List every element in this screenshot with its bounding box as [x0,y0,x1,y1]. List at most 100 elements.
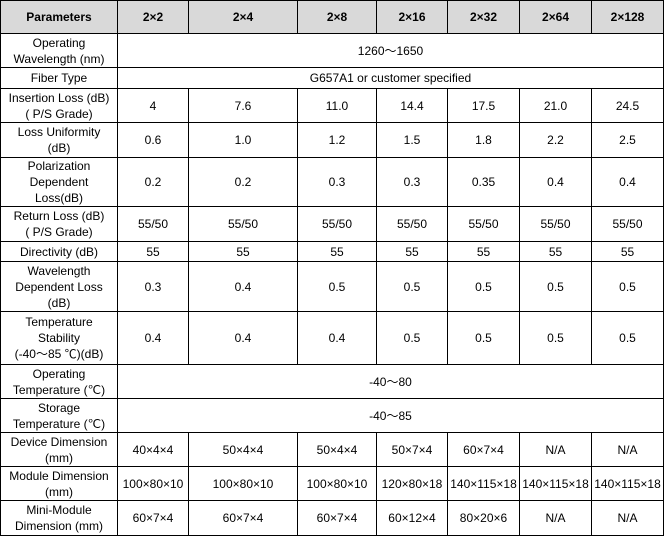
table-body: Operating Wavelength (nm) 1260～1650 Fiber T… [0,33,664,536]
table-row: Directivity (dB) 55 55 55 55 55 55 55 [0,241,664,262]
value-cell: 0.4 [591,157,664,207]
parameter-cell: Return Loss (dB) ( P/S Grade) [0,206,118,242]
value-cell: 0.4 [117,311,189,365]
value-cell: 55 [376,241,448,262]
table-row: Fiber Type G657A1 or customer specified [0,67,664,89]
value-cell: 0.35 [447,157,520,207]
parameter-line: (dB) [47,141,71,155]
value-cell: 2.2 [519,122,592,158]
value-cell: 0.4 [297,311,377,365]
value-cell: 55/50 [376,206,448,242]
value-cell: 24.5 [591,88,664,123]
parameter-cell: Loss Uniformity (dB) [0,122,118,158]
merged-cell: 1260～1650 [117,33,664,68]
value-cell: 7.6 [188,88,298,123]
merged-cell: -40～80 [117,364,664,399]
value-cell: 50×7×4 [376,432,448,467]
parameter-line: Polarization [27,159,91,173]
table-row: Loss Uniformity (dB) 0.6 1.0 1.2 1.5 1.8 2.2 2.5 [0,122,664,158]
value-cell: 55 [591,241,664,262]
value-cell: 0.3 [376,157,448,207]
value-cell: N/A [519,500,592,536]
value-cell: 140×115×18 [519,466,592,501]
parameter-line: (mm) [45,484,73,499]
header-cell: Parameters [0,0,118,34]
value-cell: 1.8 [447,122,520,158]
parameter-line: Insertion Loss (dB) [8,90,110,105]
parameter-line: Loss(dB) [34,191,84,205]
parameter-cell: Device Dimension (mm) [0,432,118,467]
merged-cell: -40～85 [117,398,664,433]
value-cell: 140×115×18 [447,466,520,501]
value-cell: 1.2 [297,122,377,158]
value-cell: 140×115×18 [591,466,664,501]
value-cell: 0.5 [376,311,448,365]
value-cell: 100×80×10 [188,466,298,501]
parameter-line: Dependent Loss [15,279,103,294]
value-cell: 55 [447,241,520,262]
table-row: Polarization Dependent Loss(dB) 0.2 0.2 0.3 0.… [0,157,664,207]
value-cell: 0.5 [519,261,592,312]
table-row: Return Loss (dB)( P/S Grade) 55/50 55/50 55… [0,206,664,242]
value-cell: 60×7×4 [297,500,377,536]
value-cell: 0.5 [447,261,520,312]
header-row: Parameters 2×2 2×4 2×8 2×16 2×32 2×64 2×128 [0,0,664,34]
value-cell: 50×4×4 [188,432,298,467]
parameter-cell: Module Dimension (mm) [0,466,118,501]
table-row: Module Dimension (mm) 100×80×10 100×80×10 10… [0,466,664,501]
value-cell: 0.5 [519,311,592,365]
table-row: Insertion Loss (dB)( P/S Grade) 4 7.6 11.0 1… [0,88,664,123]
value-cell: 0.5 [591,311,664,365]
parameter-line: Operating [32,35,86,50]
parameter-cell: Mini-Module Dimension (mm) [0,500,118,536]
parameter-line: Module Dimension [9,468,109,483]
value-cell: 0.5 [297,261,377,312]
parameter-cell: Operating Temperature (℃) [0,364,118,399]
value-cell: 60×12×4 [376,500,448,536]
parameter-line: Wavelength (nm) [13,51,105,66]
value-cell: 1.5 [376,122,448,158]
parameter-line: ( P/S Grade) [25,225,93,239]
value-cell: 14.4 [376,88,448,123]
table-row: Mini-Module Dimension (mm) 60×7×4 60×7×4 60×… [0,500,664,536]
value-cell: 55 [188,241,298,262]
value-cell: 60×7×4 [117,500,189,536]
table-row: Operating Temperature (℃) -40～80 [0,364,664,399]
parameter-line: Temperature (℃) [12,382,106,397]
table-row: Temperature Stability (-40～85 ℃)(dB) 0.4 0.4… [0,311,664,365]
parameter-line: Wavelength [27,263,91,278]
parameter-line: Operating [32,366,86,381]
parameter-cell: Storage Temperature (℃) [0,398,118,433]
value-cell: 100×80×10 [297,466,377,501]
value-cell: 0.6 [117,122,189,158]
parameter-line: Stability [37,331,81,345]
header-cell: 2×64 [519,0,592,34]
parameter-line: Mini-Module [26,503,92,517]
header-cell: 2×4 [188,0,298,34]
value-cell: 0.5 [591,261,664,312]
parameter-line: (mm) [45,450,73,465]
parameter-line: Dimension (mm) [14,519,103,533]
header-cell: 2×16 [376,0,448,34]
value-cell: N/A [591,432,664,467]
header-cell: 2×8 [297,0,377,34]
header-cell: 2×128 [591,0,664,34]
value-cell: 120×80×18 [376,466,448,501]
value-cell: 0.3 [117,261,189,312]
value-cell: 1.0 [188,122,298,158]
value-cell: 55/50 [297,206,377,242]
parameter-line: Fiber Type [30,71,88,85]
value-cell: 40×4×4 [117,432,189,467]
value-cell: 0.2 [117,157,189,207]
table-row: Device Dimension (mm) 40×4×4 50×4×4 50×4×4 50… [0,432,664,467]
parameter-cell: Wavelength Dependent Loss (dB) [0,261,118,312]
table-row: Operating Wavelength (nm) 1260～1650 [0,33,664,68]
parameter-cell: Directivity (dB) [0,241,118,262]
value-cell: 55/50 [117,206,189,242]
parameter-cell: Fiber Type [0,67,118,89]
parameter-line: Return Loss (dB) [13,209,105,223]
parameter-cell: Polarization Dependent Loss(dB) [0,157,118,207]
value-cell: 55/50 [519,206,592,242]
